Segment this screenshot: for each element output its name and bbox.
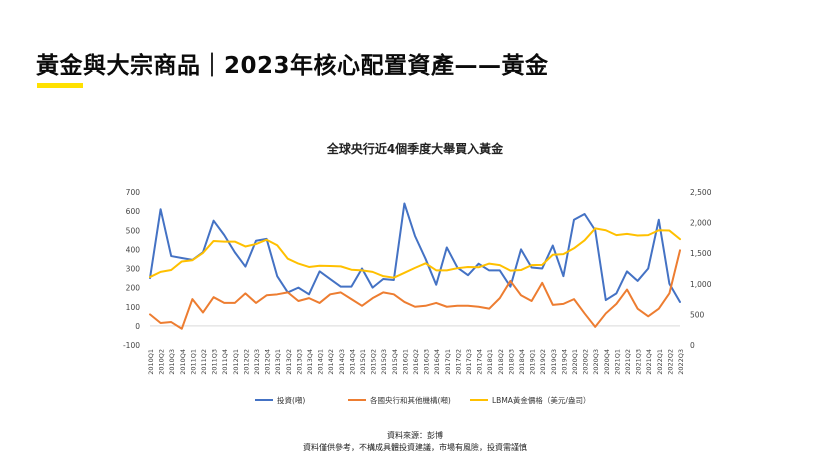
page-title: 黃金與大宗商品｜2023年核心配置資產——黃金 <box>36 53 549 79</box>
x-tick-label: 2021Q1 <box>613 349 621 375</box>
x-tick-label: 2015Q3 <box>380 349 388 375</box>
y-left-tick-label: -100 <box>123 341 140 350</box>
series-line-2 <box>149 249 681 330</box>
x-tick-label: 2013Q3 <box>295 349 303 375</box>
disclaimer-note: 資料僅供參考，不構成具體投資建議，市場有風險，投資需謹慎 <box>303 443 527 452</box>
x-tick-label: 2020Q1 <box>571 349 579 375</box>
y-right-tick-label: 2,000 <box>690 219 712 228</box>
x-tick-label: 2020Q4 <box>603 349 611 375</box>
y-left-tick-label: 0 <box>135 322 140 331</box>
x-tick-label: 2011Q4 <box>221 349 229 375</box>
x-tick-label: 2013Q4 <box>306 349 314 375</box>
x-tick-label: 2019Q2 <box>539 349 547 375</box>
x-tick-label: 2016Q1 <box>401 349 409 375</box>
x-tick-label: 2018Q4 <box>518 349 526 375</box>
x-tick-label: 2019Q4 <box>560 349 568 375</box>
x-tick-label: 2012Q2 <box>242 349 250 375</box>
x-tick-label: 2018Q3 <box>507 349 515 375</box>
y-left-tick-label: 500 <box>126 226 141 235</box>
x-tick-label: 2015Q1 <box>359 349 367 375</box>
y-right-tick-label: 1,500 <box>690 249 712 258</box>
x-tick-label: 2014Q4 <box>348 349 356 375</box>
x-tick-label: 2012Q1 <box>232 349 240 375</box>
x-tick-label: 2012Q4 <box>264 349 272 375</box>
x-tick-label: 2017Q4 <box>476 349 484 375</box>
x-tick-label: 2011Q1 <box>189 349 197 375</box>
series-line-3 <box>149 227 681 279</box>
x-tick-label: 2017Q3 <box>465 349 473 375</box>
x-tick-label: 2013Q1 <box>274 349 282 375</box>
title-accent-bar <box>37 83 83 88</box>
legend-label-2: 各國央行和其他機構(噸) <box>370 395 451 405</box>
y-right-tick-label: 2,500 <box>690 188 712 197</box>
x-tick-label: 2018Q2 <box>497 349 505 375</box>
y-left-tick-label: 200 <box>126 284 141 293</box>
x-tick-label: 2017Q2 <box>454 349 462 375</box>
x-tick-label: 2018Q1 <box>486 349 494 375</box>
x-tick-label: 2022Q1 <box>656 349 664 375</box>
y-left-tick-label: 700 <box>126 188 141 197</box>
x-tick-label: 2014Q1 <box>317 349 325 375</box>
x-tick-label: 2013Q2 <box>285 349 293 375</box>
x-tick-label: 2016Q3 <box>423 349 431 375</box>
x-tick-label: 2010Q4 <box>179 349 187 375</box>
y-left-tick-label: 400 <box>126 245 141 254</box>
x-tick-label: 2010Q2 <box>158 349 166 375</box>
x-tick-label: 2021Q3 <box>635 349 643 375</box>
x-tick-label: 2015Q4 <box>391 349 399 375</box>
x-tick-label: 2015Q2 <box>370 349 378 375</box>
x-tick-label: 2020Q3 <box>592 349 600 375</box>
x-tick-label: 2014Q3 <box>338 349 346 375</box>
source-note: 資料來源：彭博 <box>387 431 443 440</box>
y-right-tick-label: 1,000 <box>690 280 712 289</box>
x-tick-label: 2016Q2 <box>412 349 420 375</box>
x-tick-label: 2016Q4 <box>433 349 441 375</box>
chart-title: 全球央行近4個季度大舉買入黃金 <box>326 141 504 156</box>
x-tick-label: 2021Q2 <box>624 349 632 375</box>
x-tick-label: 2012Q3 <box>253 349 261 375</box>
x-tick-label: 2010Q1 <box>147 349 155 375</box>
y-right-tick-label: 0 <box>690 341 695 350</box>
y-right-tick-label: 500 <box>690 310 705 319</box>
x-tick-label: 2011Q3 <box>211 349 219 375</box>
series-line-1 <box>149 202 681 303</box>
x-tick-label: 2011Q2 <box>200 349 208 375</box>
x-tick-label: 2019Q3 <box>550 349 558 375</box>
x-tick-label: 2022Q3 <box>677 349 685 375</box>
y-left-tick-label: 300 <box>126 265 141 274</box>
y-left-tick-label: 100 <box>126 303 141 312</box>
x-tick-label: 2019Q1 <box>529 349 537 375</box>
x-tick-label: 2014Q2 <box>327 349 335 375</box>
x-tick-label: 2022Q2 <box>666 349 674 375</box>
x-tick-label: 2017Q1 <box>444 349 452 375</box>
x-tick-label: 2020Q2 <box>582 349 590 375</box>
x-tick-label: 2021Q4 <box>645 349 653 375</box>
legend-label-1: 投資(噸) <box>277 395 305 405</box>
legend-label-3: LBMA黃金價格（美元/盎司） <box>492 395 590 405</box>
y-left-tick-label: 600 <box>126 207 141 216</box>
x-tick-label: 2010Q3 <box>168 349 176 375</box>
